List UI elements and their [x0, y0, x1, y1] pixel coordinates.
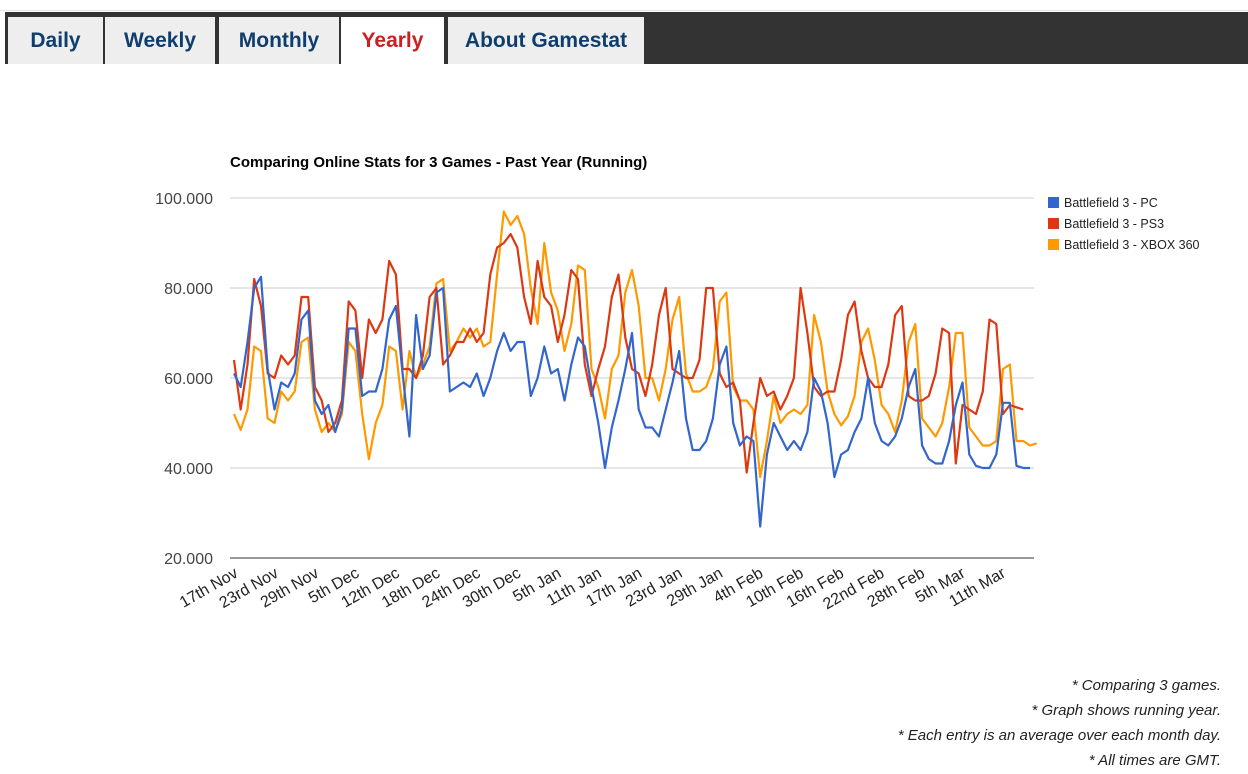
y-tick-label: 100.000	[155, 191, 213, 208]
chart-title: Comparing Online Stats for 3 Games - Pas…	[230, 154, 647, 171]
footnotes: * Comparing 3 games. * Graph shows runni…	[898, 673, 1221, 773]
legend-swatch	[1048, 197, 1059, 208]
tab-weekly[interactable]: Weekly	[103, 17, 215, 64]
legend-swatch	[1048, 218, 1059, 229]
tab-daily[interactable]: Daily	[8, 17, 103, 64]
y-tick-label: 80.000	[164, 281, 213, 298]
footnote: * Graph shows running year.	[1031, 702, 1221, 719]
top-border	[0, 0, 1248, 11]
footnote: * All times are GMT.	[1088, 752, 1221, 769]
nav-bar: Daily Weekly Monthly Yearly About Gamest…	[5, 12, 1248, 64]
tab-yearly[interactable]: Yearly	[341, 17, 444, 64]
series-line	[232, 210, 1038, 479]
line-chart: Comparing Online Stats for 3 Games - Pas…	[155, 154, 1200, 613]
footnote: * Comparing 3 games.	[1071, 677, 1221, 694]
legend-swatch	[1048, 239, 1059, 250]
y-tick-label: 20.000	[164, 551, 213, 568]
legend-label: Battlefield 3 - PC	[1064, 196, 1158, 210]
tab-about-gamestat[interactable]: About Gamestat	[446, 17, 644, 64]
legend-label: Battlefield 3 - XBOX 360	[1064, 238, 1200, 252]
series-line	[233, 275, 1030, 528]
y-tick-label: 40.000	[164, 461, 213, 478]
legend-label: Battlefield 3 - PS3	[1064, 217, 1164, 231]
tab-monthly[interactable]: Monthly	[217, 17, 339, 64]
y-tick-label: 60.000	[164, 371, 213, 388]
footnote: * Each entry is an average over each mon…	[897, 727, 1221, 744]
